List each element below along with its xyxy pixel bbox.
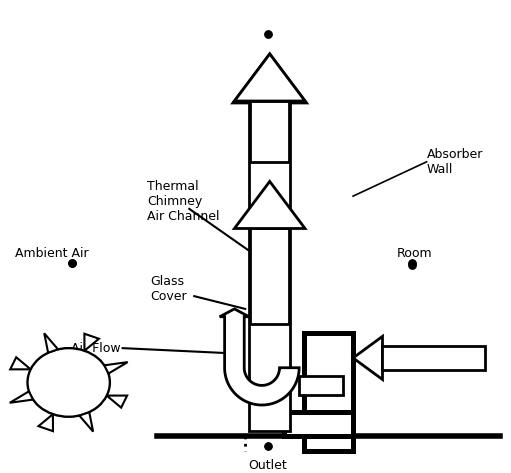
Polygon shape: [235, 182, 305, 228]
Polygon shape: [233, 54, 307, 103]
Polygon shape: [235, 54, 305, 101]
Point: [264, 442, 272, 450]
Polygon shape: [104, 362, 128, 374]
Text: Absorber
Wall: Absorber Wall: [427, 148, 483, 176]
Text: Air Flow: Air Flow: [71, 342, 121, 355]
Point: [408, 259, 416, 267]
Point: [264, 31, 272, 38]
Text: Outlet: Outlet: [248, 459, 287, 472]
Point: [67, 259, 76, 267]
Bar: [249, 103, 290, 431]
Point: [67, 259, 76, 267]
Polygon shape: [107, 395, 127, 408]
Point: [408, 259, 416, 267]
Polygon shape: [220, 309, 299, 405]
Polygon shape: [79, 412, 93, 431]
Bar: [250, 228, 289, 324]
Polygon shape: [44, 333, 58, 353]
Polygon shape: [84, 334, 99, 351]
Bar: [285, 412, 353, 437]
Point: [408, 261, 416, 269]
Bar: [250, 101, 289, 162]
Bar: [383, 346, 485, 370]
Ellipse shape: [28, 348, 110, 417]
Bar: [304, 333, 353, 451]
Polygon shape: [353, 336, 383, 379]
Text: Glass
Cover: Glass Cover: [150, 275, 187, 303]
Polygon shape: [38, 414, 53, 431]
Point: [67, 259, 76, 267]
Polygon shape: [10, 391, 33, 403]
Point: [264, 442, 272, 450]
Bar: [299, 376, 343, 395]
Text: Thermal
Chimney
Air Channel: Thermal Chimney Air Channel: [147, 180, 220, 222]
Text: Room: Room: [397, 246, 433, 260]
Polygon shape: [10, 357, 31, 369]
Text: Ambient Air: Ambient Air: [15, 246, 88, 260]
